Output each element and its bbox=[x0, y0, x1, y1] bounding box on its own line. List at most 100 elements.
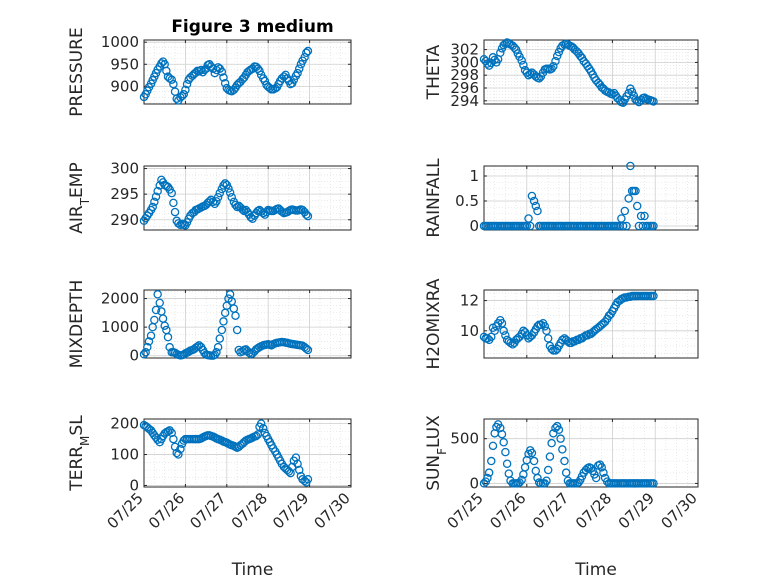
data-point bbox=[303, 475, 313, 484]
data-point bbox=[618, 221, 628, 231]
y-tick-label: 296 bbox=[450, 79, 479, 97]
data-point bbox=[179, 90, 188, 99]
data-point bbox=[515, 478, 524, 487]
data-point bbox=[293, 68, 302, 78]
y-tick-label: 100 bbox=[110, 446, 139, 464]
x-tick-label: 07/28 bbox=[228, 489, 271, 532]
data-point bbox=[170, 442, 180, 452]
data-point bbox=[165, 426, 174, 435]
data-point bbox=[554, 425, 564, 434]
plot-area bbox=[484, 166, 698, 230]
data-point bbox=[303, 46, 313, 56]
y-tick-label: 0 bbox=[469, 474, 479, 492]
data-point bbox=[488, 441, 498, 451]
data-point bbox=[231, 311, 240, 320]
data-point bbox=[244, 348, 254, 358]
data-point bbox=[527, 448, 537, 458]
data-point bbox=[150, 197, 159, 207]
data-point bbox=[551, 56, 560, 66]
y-axis-label: SUNFLUX bbox=[424, 415, 449, 491]
data-point bbox=[560, 456, 569, 466]
data-point bbox=[631, 186, 640, 196]
data-point bbox=[227, 192, 237, 202]
data-point bbox=[148, 202, 157, 212]
data-point bbox=[497, 318, 507, 328]
data-point bbox=[170, 207, 180, 217]
data-point bbox=[253, 206, 263, 216]
data-point bbox=[536, 320, 546, 330]
data-point bbox=[162, 66, 171, 76]
x-tick-label: 07/25 bbox=[104, 489, 147, 532]
y-axis-label: PRESSURE bbox=[67, 27, 87, 116]
subplot-4: 0 0.5 1 RAINFALL bbox=[424, 158, 699, 238]
data-point bbox=[649, 479, 658, 488]
data-point bbox=[522, 221, 532, 231]
data-point bbox=[219, 73, 228, 82]
data-point bbox=[497, 429, 507, 439]
data-point bbox=[636, 211, 646, 221]
y-tick-label: 300 bbox=[110, 160, 139, 178]
data-point bbox=[196, 65, 206, 75]
data-point bbox=[543, 334, 553, 343]
data-point bbox=[499, 326, 508, 336]
data-point bbox=[558, 445, 567, 454]
data-point bbox=[167, 428, 176, 438]
data-point bbox=[251, 431, 261, 441]
data-point bbox=[139, 350, 149, 359]
data-point bbox=[620, 206, 630, 216]
data-point bbox=[496, 48, 505, 58]
data-point bbox=[640, 211, 649, 221]
y-axis-label: MIXDEPTH bbox=[67, 280, 87, 369]
y-tick-label: 10 bbox=[460, 322, 479, 340]
data-point bbox=[155, 298, 164, 308]
data-point bbox=[302, 344, 311, 353]
data-point bbox=[174, 450, 183, 459]
data-point bbox=[208, 197, 218, 207]
data-point bbox=[483, 59, 492, 68]
data-point bbox=[294, 64, 304, 73]
data-point bbox=[626, 161, 635, 171]
y-tick-label: 0.5 bbox=[455, 192, 479, 210]
data-point bbox=[232, 325, 242, 335]
data-point bbox=[632, 201, 642, 211]
axes-box bbox=[143, 165, 352, 231]
data-point bbox=[487, 456, 496, 466]
y-tick-label: 1000 bbox=[101, 318, 139, 336]
axes-box bbox=[143, 418, 352, 488]
data-point bbox=[256, 419, 266, 428]
y-tick-label: 0 bbox=[469, 217, 479, 235]
y-tick-label: 298 bbox=[450, 66, 479, 84]
data-point bbox=[527, 191, 537, 201]
data-point bbox=[141, 348, 150, 357]
data-point bbox=[212, 348, 221, 357]
data-point bbox=[558, 335, 567, 345]
data-point bbox=[169, 434, 178, 444]
data-point bbox=[258, 424, 268, 433]
subplot-5: 0 1000 2000 MIXDEPTH bbox=[67, 280, 352, 369]
data-point bbox=[591, 473, 601, 483]
data-point bbox=[517, 56, 526, 65]
data-point bbox=[167, 188, 176, 198]
y-tick-label: 950 bbox=[110, 55, 139, 73]
data-point bbox=[484, 61, 494, 70]
data-point bbox=[289, 75, 299, 84]
data-point bbox=[597, 463, 606, 472]
data-point bbox=[484, 468, 494, 477]
y-tick-label: 1000 bbox=[101, 33, 139, 51]
y-axis-label: AIRTEMP bbox=[67, 162, 92, 233]
axes-box bbox=[143, 39, 352, 105]
data-point bbox=[215, 334, 225, 343]
y-tick-label: 0 bbox=[129, 347, 139, 365]
x-axis-label: Time bbox=[231, 560, 274, 580]
data-point bbox=[224, 184, 233, 193]
data-point bbox=[167, 75, 176, 84]
data-point bbox=[627, 87, 637, 97]
y-axis-label: THETA bbox=[424, 44, 444, 100]
axes-box bbox=[483, 39, 699, 105]
data-point bbox=[499, 438, 508, 447]
subplot-1: 900 950 1000 PRESSURE Figure 3 medium bbox=[67, 17, 352, 117]
data-point bbox=[554, 47, 564, 57]
data-point bbox=[543, 465, 553, 475]
x-tick-label: 07/29 bbox=[615, 489, 658, 532]
